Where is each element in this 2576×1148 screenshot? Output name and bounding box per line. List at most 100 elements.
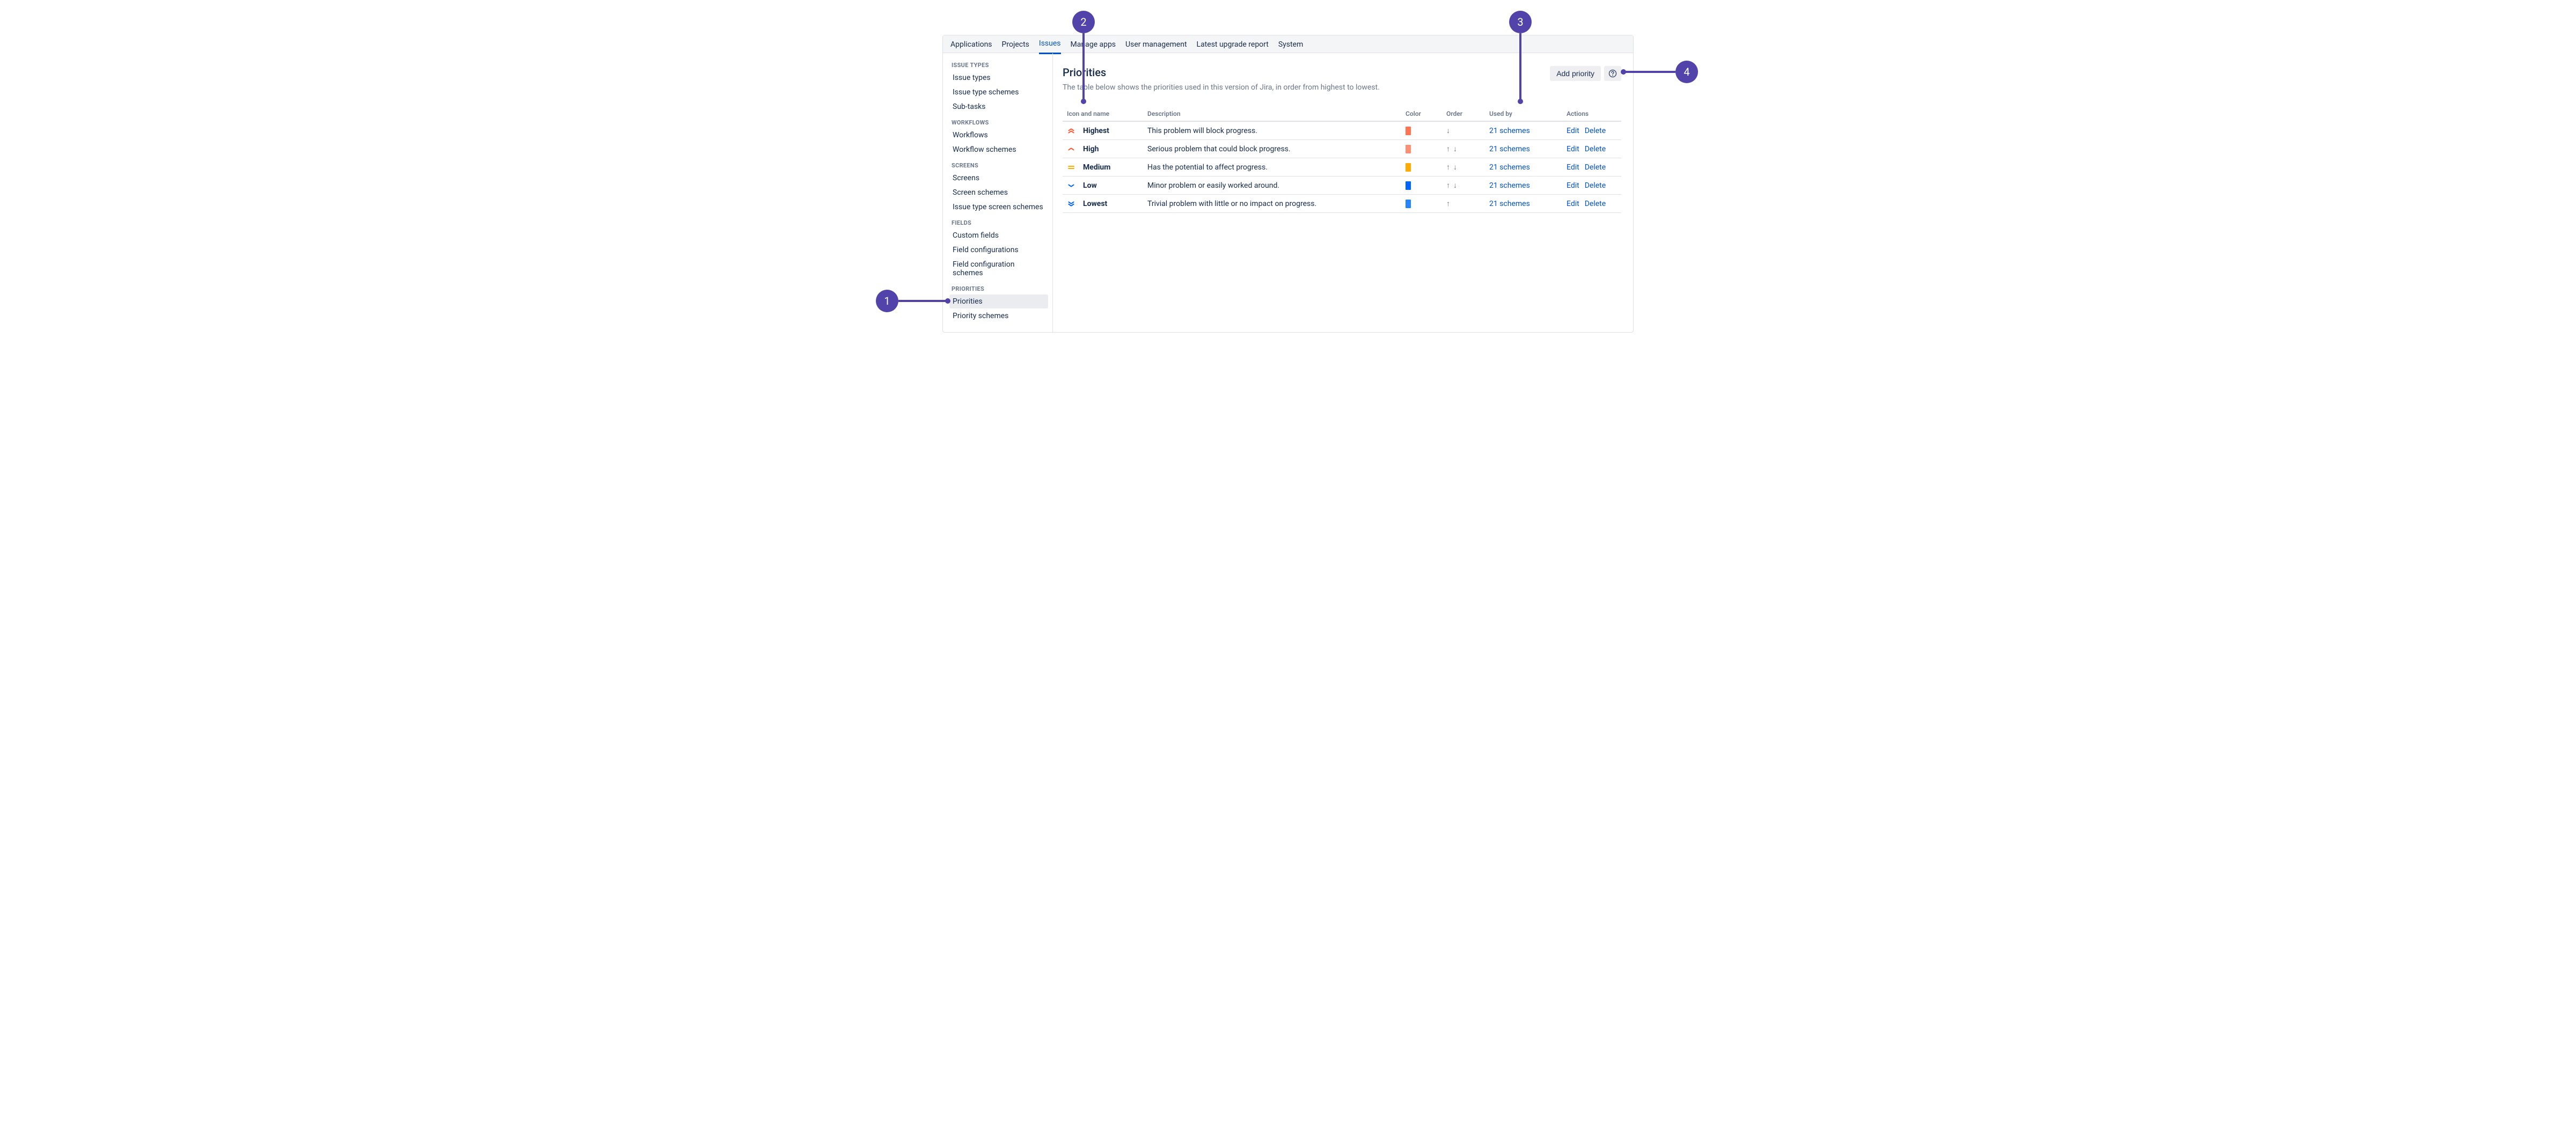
sidebar-item-issue-types[interactable]: Issue types [949,71,1048,85]
move-up-button[interactable]: ↑ [1446,144,1450,153]
priority-high-icon [1067,145,1075,153]
edit-link[interactable]: Edit [1567,127,1579,135]
table-row: High Serious problem that could block pro… [1063,140,1621,158]
sidebar-item-workflow-schemes[interactable]: Workflow schemes [949,143,1048,157]
topnav-item-latest-upgrade-report[interactable]: Latest upgrade report [1197,40,1269,54]
order-controls: ↓ [1446,126,1481,135]
priority-name: Highest [1083,127,1109,135]
sidebar-item-field-configuration-schemes[interactable]: Field configuration schemes [949,257,1048,280]
table-column-header: Description [1143,107,1401,121]
topnav-item-applications[interactable]: Applications [950,40,992,54]
priority-icon-name: Medium [1067,163,1139,172]
table-column-header: Icon and name [1063,107,1143,121]
move-up-button[interactable]: ↑ [1446,163,1450,172]
sidebar-item-sub-tasks[interactable]: Sub-tasks [949,100,1048,114]
callout-number: 3 [1517,16,1523,28]
topnav-item-issues[interactable]: Issues [1039,39,1061,54]
topnav-item-system[interactable]: System [1278,40,1303,54]
move-up-button[interactable]: ↑ [1446,199,1450,208]
order-controls: ↑ [1446,199,1481,208]
priority-lowest-icon [1067,200,1075,208]
sidebar-group: SCREENS ScreensScreen schemesIssue type s… [949,162,1048,214]
page-description: The table below shows the priorities use… [1063,83,1621,92]
priority-color-swatch [1406,163,1411,172]
priority-medium-icon [1067,163,1075,172]
window-body: ISSUE TYPES Issue typesIssue type schemes… [943,53,1633,332]
move-down-button[interactable]: ↓ [1453,144,1457,153]
sidebar-group-title: ISSUE TYPES [949,62,1048,69]
edit-link[interactable]: Edit [1567,200,1579,208]
sidebar-item-issue-type-schemes[interactable]: Issue type schemes [949,85,1048,99]
callout-badge-3: 3 [1509,11,1532,33]
priorities-table: Icon and nameDescriptionColorOrderUsed b… [1063,107,1621,213]
add-priority-button[interactable]: Add priority [1550,66,1601,81]
topnav-item-projects[interactable]: Projects [1002,40,1029,54]
edit-link[interactable]: Edit [1567,181,1579,190]
callout-line [1623,71,1675,73]
priority-icon-name: High [1067,145,1139,153]
table-column-header: Color [1401,107,1442,121]
row-actions: Edit Delete [1567,181,1617,190]
delete-link[interactable]: Delete [1585,145,1606,153]
priority-icon-name: Highest [1067,127,1139,135]
priority-low-icon [1067,181,1075,190]
priority-name: Low [1083,181,1097,190]
table-column-header: Order [1442,107,1485,121]
main-header: Priorities Add priority [1063,66,1621,81]
delete-link[interactable]: Delete [1585,163,1606,172]
callout-badge-1: 1 [876,290,898,312]
header-actions: Add priority [1550,66,1621,81]
used-by-link[interactable]: 21 schemes [1489,163,1530,172]
order-controls: ↑↓ [1446,144,1481,153]
admin-window: Applications Projects Issues Manage apps Use… [942,35,1634,333]
move-down-button[interactable]: ↓ [1446,126,1450,135]
delete-link[interactable]: Delete [1585,181,1606,190]
move-down-button[interactable]: ↓ [1453,181,1457,190]
sidebar-group: PRIORITIESPrioritiesPriority schemes [949,285,1048,323]
delete-link[interactable]: Delete [1585,127,1606,135]
priority-color-swatch [1406,145,1411,153]
sidebar-item-priorities[interactable]: Priorities [949,295,1048,308]
row-actions: Edit Delete [1567,200,1617,208]
sidebar-group: ISSUE TYPES Issue typesIssue type schemes… [949,62,1048,114]
row-actions: Edit Delete [1567,127,1617,135]
edit-link[interactable]: Edit [1567,163,1579,172]
delete-link[interactable]: Delete [1585,200,1606,208]
callout-dot [1621,69,1626,75]
callout-dot [1518,99,1523,104]
question-help-button[interactable] [1604,66,1621,81]
row-actions: Edit Delete [1567,163,1617,172]
table-row: Low Minor problem or easily worked around… [1063,176,1621,195]
used-by-link[interactable]: 21 schemes [1489,181,1530,190]
priority-highest-icon [1067,127,1075,135]
sidebar-item-screens[interactable]: Screens [949,171,1048,185]
priority-name: Medium [1083,163,1110,172]
callout-badge-4: 4 [1675,61,1698,83]
sidebar-item-issue-type-screen-schemes[interactable]: Issue type screen schemes [949,200,1048,214]
topnav-item-user-management[interactable]: User management [1125,40,1187,54]
move-up-button[interactable]: ↑ [1446,181,1450,190]
sidebar-item-screen-schemes[interactable]: Screen schemes [949,186,1048,200]
priority-description: This problem will block progress. [1143,121,1401,140]
callout-line [1519,33,1521,100]
sidebar-item-custom-fields[interactable]: Custom fields [949,229,1048,242]
priority-description: Serious problem that could block progres… [1143,140,1401,158]
topnav-item-manage-apps[interactable]: Manage apps [1071,40,1116,54]
priority-description: Trivial problem with little or no impact… [1143,195,1401,213]
callout-line [1082,33,1085,100]
sidebar-item-workflows[interactable]: Workflows [949,128,1048,142]
sidebar-group-title: WORKFLOWS [949,119,1048,126]
used-by-link[interactable]: 21 schemes [1489,200,1530,208]
priority-description: Minor problem or easily worked around. [1143,176,1401,195]
order-controls: ↑↓ [1446,163,1481,172]
sidebar-item-priority-schemes[interactable]: Priority schemes [949,309,1048,323]
edit-link[interactable]: Edit [1567,145,1579,153]
top-nav: Applications Projects Issues Manage apps Use… [943,35,1633,53]
used-by-link[interactable]: 21 schemes [1489,145,1530,153]
used-by-link[interactable]: 21 schemes [1489,127,1530,135]
sidebar-group-title: SCREENS [949,162,1048,169]
table-column-header: Used by [1485,107,1562,121]
sidebar-item-field-configurations[interactable]: Field configurations [949,243,1048,257]
move-down-button[interactable]: ↓ [1453,163,1457,172]
row-actions: Edit Delete [1567,145,1617,153]
